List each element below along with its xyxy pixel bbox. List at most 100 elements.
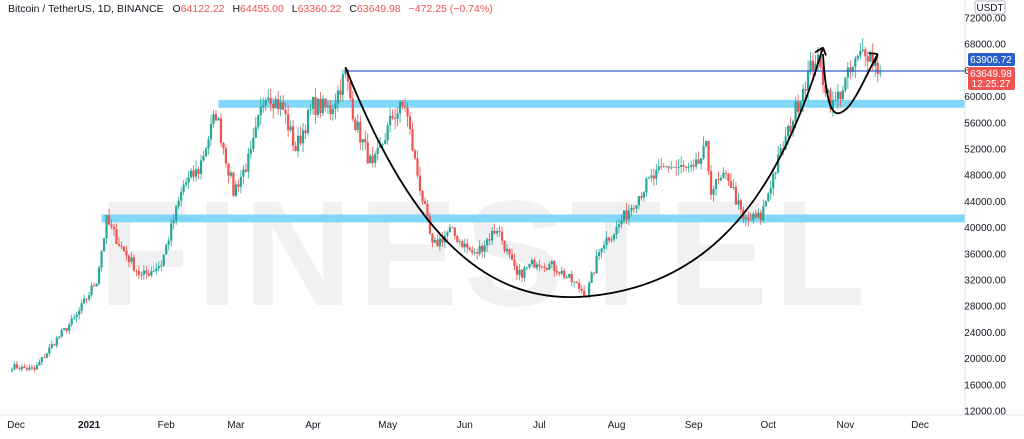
candle-body xyxy=(498,231,501,232)
candle-body xyxy=(48,347,51,354)
candle-body xyxy=(20,366,24,370)
candle-body xyxy=(692,165,695,167)
candle-body xyxy=(717,179,720,181)
candle-body xyxy=(555,270,558,273)
candle-body xyxy=(15,364,19,369)
high-value: 64455.00 xyxy=(240,3,284,15)
candle-body xyxy=(861,49,864,51)
candle-body xyxy=(789,125,792,132)
candle-body xyxy=(314,97,317,115)
candle-body xyxy=(739,200,742,210)
candle-body xyxy=(588,282,591,298)
candle-body xyxy=(80,303,83,311)
candle-body xyxy=(593,272,596,274)
candle-body xyxy=(747,217,750,220)
resistance-price-label: 63906.72 xyxy=(970,55,1012,66)
candle-body xyxy=(672,166,675,168)
candle-body xyxy=(30,367,34,369)
candle-body xyxy=(339,90,342,95)
candle-body xyxy=(411,129,414,151)
candle-body xyxy=(147,273,150,276)
candle-body xyxy=(68,324,71,331)
candle-body xyxy=(394,118,397,119)
candle-body xyxy=(403,105,407,108)
candle-body xyxy=(190,170,193,178)
candle-body xyxy=(632,207,636,209)
candle-body xyxy=(185,182,188,185)
candle-body xyxy=(829,89,832,109)
candle-body xyxy=(816,54,820,64)
candle-body xyxy=(386,125,389,141)
y-tick-label: 28000.00 xyxy=(964,302,1006,313)
candle-body xyxy=(28,367,31,370)
candle-body xyxy=(140,274,143,276)
candle-body xyxy=(759,212,762,221)
y-tick-label: 16000.00 xyxy=(964,380,1006,391)
candle-body xyxy=(157,266,160,269)
candle-body xyxy=(458,241,461,243)
currency-label[interactable]: USDT xyxy=(974,0,1006,15)
candle-body xyxy=(142,270,145,275)
candle-body xyxy=(45,353,48,358)
candle-body xyxy=(423,201,427,204)
candle-body xyxy=(831,100,835,109)
candle-body xyxy=(381,143,384,145)
candle-body xyxy=(334,103,337,110)
candle-body xyxy=(272,104,275,109)
candle-body xyxy=(565,277,568,279)
candle-body xyxy=(714,179,718,189)
candle-body xyxy=(732,186,735,188)
y-tick-label: 32000.00 xyxy=(964,276,1006,287)
candle-body xyxy=(819,54,822,68)
candle-body xyxy=(538,264,541,267)
candle-body xyxy=(40,357,43,362)
candle-body xyxy=(155,268,158,271)
y-tick-label: 52000.00 xyxy=(964,145,1006,156)
candle-body xyxy=(533,259,536,268)
candle-body xyxy=(58,336,61,338)
svg-text:USDT: USDT xyxy=(976,3,1003,14)
candle-body xyxy=(799,101,802,112)
candle-body xyxy=(695,159,698,167)
candle-body xyxy=(369,155,372,164)
candle-body xyxy=(194,169,198,177)
candle-body xyxy=(553,261,556,271)
candle-body xyxy=(356,121,359,130)
price-axis[interactable]: 72000.0068000.0064000.0060000.0056000.00… xyxy=(964,14,1006,418)
y-tick-label: 36000.00 xyxy=(964,249,1006,260)
candle-body xyxy=(70,318,73,325)
candle-body xyxy=(83,298,86,304)
candle-body xyxy=(309,108,312,110)
candle-body xyxy=(528,263,531,268)
change-value: −472.25 (−0.74%) xyxy=(408,3,493,15)
candle-body xyxy=(254,126,257,138)
candle-body xyxy=(854,58,857,67)
candle-body xyxy=(493,230,496,234)
x-tick-label: Nov xyxy=(836,420,854,431)
candle-body xyxy=(635,205,638,209)
cup-curve xyxy=(344,47,824,299)
candle-body xyxy=(232,172,235,196)
candle-body xyxy=(749,219,752,221)
candle-body xyxy=(545,267,548,270)
candle-body xyxy=(779,148,782,155)
candle-body xyxy=(451,227,454,229)
candle-body xyxy=(130,257,133,262)
candle-body xyxy=(734,186,738,205)
candle-body xyxy=(876,62,879,74)
candle-body xyxy=(212,114,215,124)
candle-body xyxy=(709,170,713,195)
candle-body xyxy=(237,184,240,187)
candle-body xyxy=(421,190,424,202)
candle-body xyxy=(217,118,220,121)
candle-body xyxy=(849,67,852,72)
candle-body xyxy=(488,239,491,241)
candle-body xyxy=(441,238,444,243)
x-tick-label: Aug xyxy=(608,420,626,431)
time-axis[interactable]: Dec 2021 Feb Mar Apr May Jun Jul Aug Sep Oct Nov Dec xyxy=(7,420,929,431)
candle-body xyxy=(287,114,290,131)
candle-body xyxy=(675,166,678,168)
candle-body xyxy=(602,245,606,249)
candle-body xyxy=(277,99,280,110)
